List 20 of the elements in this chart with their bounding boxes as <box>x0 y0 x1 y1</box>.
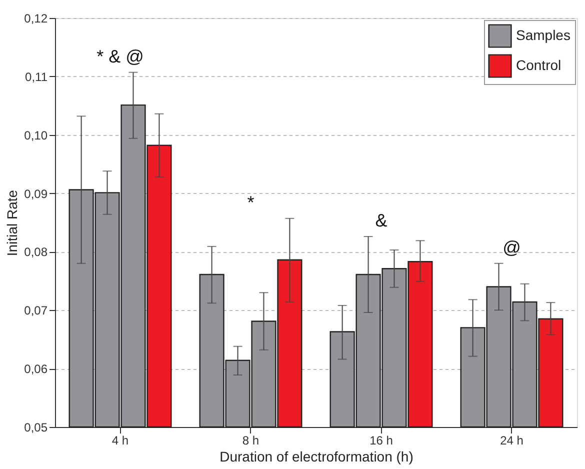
y-tick-label: 0,07 <box>24 304 48 318</box>
y-tick-label: 0,11 <box>25 70 48 84</box>
x-tick-label: 16 h <box>370 434 393 448</box>
legend-label: Control <box>516 57 562 73</box>
y-tick-label: 0,06 <box>24 362 48 376</box>
annotation: * & @ <box>96 46 144 66</box>
y-tick-label: 0,10 <box>24 128 48 142</box>
annotation: @ <box>502 237 521 258</box>
x-tick-label: 8 h <box>242 434 260 448</box>
y-tick-label: 0,05 <box>24 420 48 434</box>
annotation: & <box>375 210 388 231</box>
x-tick-label: 4 h <box>112 434 129 448</box>
x-axis-title: Duration of electroformation (h) <box>220 448 414 464</box>
x-tick-label: 24 h <box>500 434 524 448</box>
y-tick-label: 0,12 <box>24 12 48 26</box>
y-axis-title: Initial Rate <box>4 190 20 256</box>
y-tick-label: 0,09 <box>24 186 48 201</box>
legend-label: Samples <box>516 27 570 43</box>
y-tick-label: 0,08 <box>24 245 48 260</box>
annotation: * <box>247 192 254 212</box>
